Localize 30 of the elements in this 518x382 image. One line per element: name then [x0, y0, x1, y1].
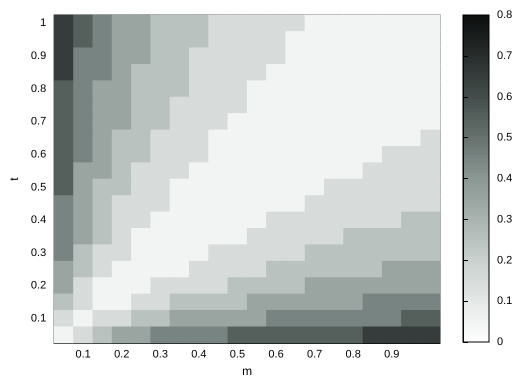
color-bar-label: 0.8 [497, 9, 512, 21]
y-tick-label: 0.8 [30, 82, 46, 95]
x-tick-label: 0.1 [75, 348, 91, 361]
x-tick-label: 0.6 [268, 348, 284, 361]
color-bar-label: 0.6 [497, 90, 512, 103]
color-bar-label: 0.5 [497, 132, 512, 144]
y-tick-label: 0.6 [30, 148, 46, 160]
y-tick-label: 0.7 [30, 116, 46, 128]
x-axis-title: m [242, 364, 252, 378]
color-bar-label: 0.4 [497, 172, 512, 184]
y-tick-label: 0.3 [30, 246, 46, 259]
y-tick-label: 1 [40, 17, 46, 30]
y-tick-label: 0.2 [30, 280, 46, 292]
x-tick-label: 0.9 [384, 348, 400, 361]
x-tick-label: 0.3 [152, 348, 168, 361]
color-bar-label: 0.3 [497, 213, 512, 226]
color-bar-label: 0 [497, 336, 504, 348]
x-tick-label: 0.5 [230, 348, 246, 361]
color-bar-label: 0.1 [497, 295, 512, 308]
color-bar-label: 0.2 [497, 254, 512, 266]
x-tick-label: 0.4 [191, 348, 207, 361]
x-tick-label: 0.7 [306, 348, 322, 361]
color-bar-label: 0.7 [497, 50, 512, 62]
x-tick-label: 0.8 [346, 348, 361, 361]
y-axis-title: t [7, 176, 21, 181]
y-tick-label: 0.1 [30, 312, 46, 324]
x-tick-label: 0.2 [114, 348, 130, 361]
y-tick-label: 0.5 [30, 181, 46, 194]
y-tick-label: 0.4 [30, 214, 46, 226]
y-tick-label: 0.9 [30, 50, 46, 62]
